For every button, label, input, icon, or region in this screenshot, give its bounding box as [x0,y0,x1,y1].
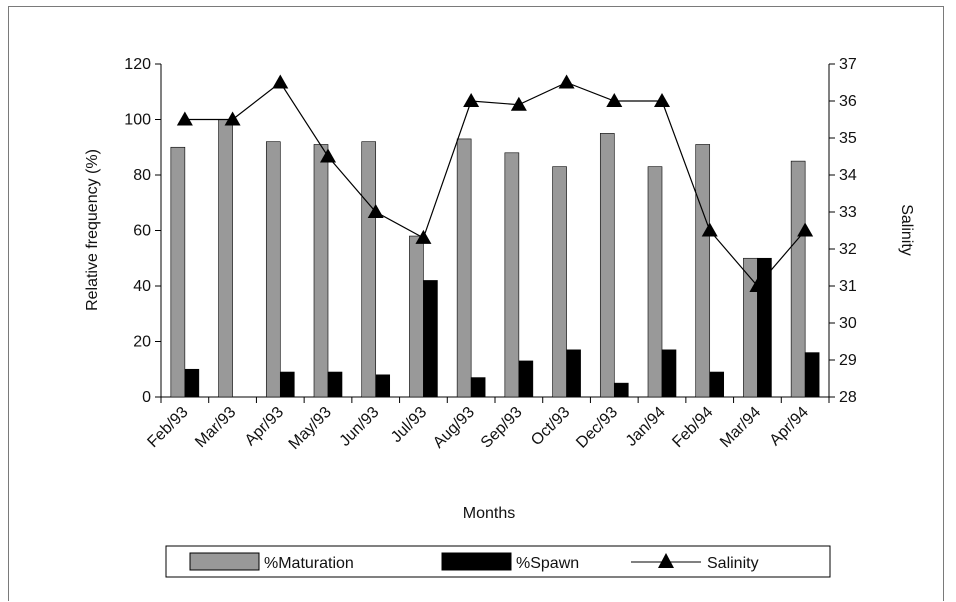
x-tick-label: Oct/93 [528,404,573,449]
salinity-line [184,81,806,287]
bar-spawn [375,374,391,398]
salinity-marker [606,93,623,107]
y2-tick-label: 34 [839,167,857,184]
bar-maturation [170,146,186,398]
y2-tick-label: 29 [839,352,857,369]
y2-tick-label: 31 [839,278,857,295]
bar-spawn [566,349,581,398]
bar-maturation [552,166,567,398]
salinity-marker [320,148,336,163]
bar-maturation [695,144,711,398]
x-tick-label: Sep/93 [478,404,526,452]
bar-spawn [279,371,295,398]
x-tick-label: Jan/94 [623,404,669,450]
chart-frame: 0 20 40 60 80 100 120 28 29 30 31 32 33 34 35 36 37 Feb/… [8,6,944,601]
bar-maturation [361,141,377,398]
bar-spawn [518,360,534,398]
y-tick-label: 100 [124,112,151,129]
salinity-marker [272,74,289,89]
x-tick-label: Aug/93 [430,404,478,452]
x-tick-label: Jul/93 [388,404,430,446]
y-tick-label: 120 [124,56,151,73]
x-tick-label: Feb/93 [144,404,191,451]
y2-tick-label: 33 [839,204,857,221]
salinity-marker [797,222,814,237]
salinity-marker [415,229,432,244]
bar-maturation [790,160,806,398]
bar-maturation [313,144,329,398]
x-tick-label: Mar/94 [717,404,764,451]
bar-maturation [456,138,472,398]
bar-maturation [647,166,663,398]
x-tick-label: May/93 [286,404,335,453]
bar-spawn [613,382,629,398]
bar-spawn [804,352,820,398]
salinity-marker [749,278,766,292]
salinity-marker [224,111,241,126]
legend: %Maturation %Spawn Salinity [165,545,831,578]
salinity-marker [463,93,480,107]
bar-maturation [504,152,520,398]
bar-spawn [709,371,725,398]
salinity-marker [367,204,384,218]
y2-tick-label: 28 [839,389,857,406]
bars [170,119,820,398]
bar-maturation [218,119,233,398]
bar-maturation [599,133,615,398]
bar-spawn [661,349,677,398]
y2-tick-label: 32 [839,241,857,258]
bar-maturation [409,235,424,398]
bar-spawn [327,371,343,398]
chart-svg: 0 20 40 60 80 100 120 28 29 30 31 32 33 34 35 36 37 Feb/… [84,56,915,578]
y-tick-label: 20 [133,334,151,351]
bar-spawn [470,377,486,398]
y-tick-label: 80 [133,167,151,184]
legend-marker-salinity [658,553,674,568]
bar-spawn [423,280,438,398]
salinity-marker [510,96,527,111]
legend-label-salinity: Salinity [707,555,759,572]
y-tick-label: 60 [133,223,151,240]
x-tick-label: Mar/93 [192,404,239,451]
bar-maturation [265,141,281,398]
x-tick-label: Feb/94 [669,404,716,451]
legend-label-spawn: %Spawn [516,555,579,572]
bar-spawn [184,368,200,398]
x-tick-label: Dec/93 [573,404,621,452]
legend-swatch-maturation [189,552,260,571]
y2-tick-label: 30 [839,315,857,332]
y2-tick-label: 37 [839,56,857,73]
salinity-line-group [176,74,814,292]
y2-tick-label: 35 [839,130,857,147]
bar-maturation [743,257,758,398]
salinity-marker [176,111,193,126]
x-axis-title: Months [463,505,515,522]
salinity-marker [701,222,718,237]
y-tick-label: 0 [142,389,151,406]
y-tick-label: 40 [133,278,151,295]
y-axis-title: Relative frequency (%) [84,149,101,311]
y2-axis-title: Salinity [898,204,915,256]
x-tick-label: Apr/94 [767,404,812,449]
legend-swatch-spawn [441,552,512,571]
legend-label-maturation: %Maturation [264,555,354,572]
bar-spawn [757,257,772,398]
axes: 0 20 40 60 80 100 120 28 29 30 31 32 33 34 35 36 37 [124,56,857,406]
x-tick-label: Jun/93 [337,404,383,450]
salinity-marker [558,74,575,89]
x-tick-label: Apr/93 [242,404,287,449]
y2-tick-label: 36 [839,93,857,110]
salinity-marker [654,93,670,107]
